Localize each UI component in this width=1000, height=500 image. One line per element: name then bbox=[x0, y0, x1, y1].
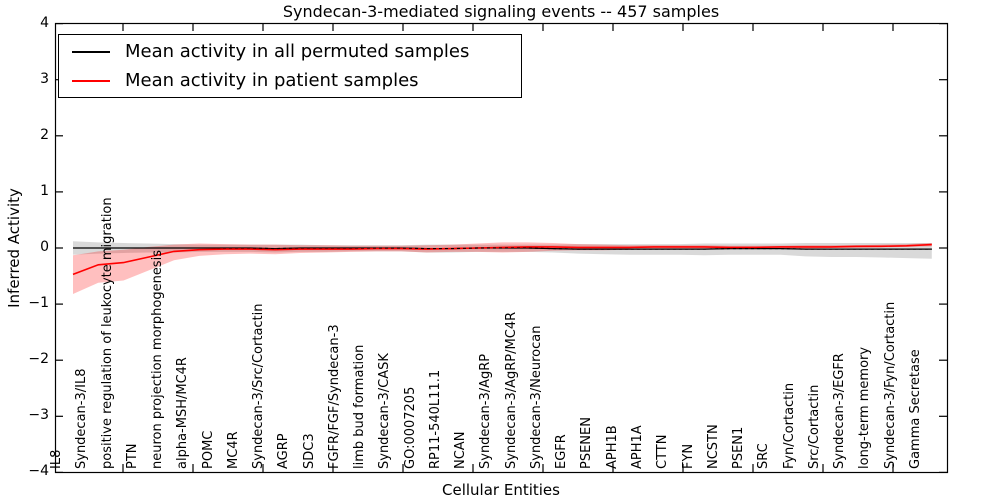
category-label: positive regulation of leukocyte migrati… bbox=[99, 197, 115, 469]
category-label: IL8 bbox=[49, 449, 64, 469]
category-label: APH1A bbox=[629, 425, 645, 469]
category-label: EGFR bbox=[554, 434, 570, 469]
category-label: POMC bbox=[200, 430, 216, 469]
patient-line-swatch bbox=[72, 79, 110, 82]
category-label: limb bud formation bbox=[352, 344, 368, 469]
category-label: Syndecan-3/AgRP bbox=[478, 353, 494, 469]
category-label: AGRP bbox=[276, 433, 292, 469]
y-tick-label: −2 bbox=[28, 351, 49, 368]
category-label: Fyn/Cortactin bbox=[781, 382, 797, 469]
category-label: Syndecan-3/Neurocan bbox=[528, 325, 544, 469]
y-tick-label: 0 bbox=[40, 239, 49, 255]
category-label: CTTN bbox=[655, 434, 671, 469]
legend-label-patient: Mean activity in patient samples bbox=[125, 70, 419, 91]
category-label: Syndecan-3/Src/Cortactin bbox=[251, 303, 267, 469]
legend-label-permuted: Mean activity in all permuted samples bbox=[125, 41, 470, 62]
legend: Mean activity in all permuted samples Me… bbox=[58, 34, 522, 98]
legend-item-permuted: Mean activity in all permuted samples bbox=[59, 41, 521, 63]
y-tick-label: −3 bbox=[28, 407, 49, 424]
category-label: PSEN1 bbox=[731, 426, 747, 469]
category-label: SRC bbox=[756, 443, 772, 469]
y-tick-label: 4 bbox=[40, 14, 49, 31]
y-tick-label: −1 bbox=[28, 295, 49, 312]
y-tick-label: 2 bbox=[40, 126, 49, 143]
chart-title: Syndecan-3-mediated signaling events -- … bbox=[282, 2, 720, 21]
category-label: Syndecan-3/AgRP/MC4R bbox=[503, 311, 519, 469]
category-label: SDC3 bbox=[301, 433, 317, 469]
category-label: NCAN bbox=[453, 431, 469, 469]
category-label: long-term memory bbox=[857, 346, 873, 469]
category-label: Gamma Secretase bbox=[907, 349, 923, 469]
category-label: alpha-MSH/MC4R bbox=[175, 357, 191, 469]
category-label: Src/Cortactin bbox=[806, 384, 822, 469]
category-label: PTN bbox=[124, 443, 140, 469]
y-tick-label: 1 bbox=[40, 182, 49, 199]
category-label: NCSTN bbox=[705, 424, 721, 469]
y-tick-label: −4 bbox=[28, 463, 49, 480]
category-label: RP11-540L11.1 bbox=[427, 369, 443, 469]
category-label: FYN bbox=[680, 443, 696, 469]
category-label: APH1B bbox=[604, 425, 620, 469]
category-label: PSENEN bbox=[579, 417, 595, 469]
y-tick-label: 3 bbox=[40, 70, 49, 87]
legend-item-patient: Mean activity in patient samples bbox=[59, 70, 521, 92]
category-label: GO:0007205 bbox=[402, 386, 418, 469]
category-label: FGFR/FGF/Syndecan-3 bbox=[326, 324, 342, 469]
permuted-line-swatch bbox=[72, 50, 110, 53]
category-label: Syndecan-3/IL8 bbox=[74, 368, 90, 469]
category-label: Syndecan-3/Fyn/Cortactin bbox=[882, 301, 898, 469]
category-label: Syndecan-3/EGFR bbox=[832, 353, 848, 469]
category-label: MC4R bbox=[225, 431, 241, 469]
category-label: neuron projection morphogenesis bbox=[150, 250, 166, 469]
x-axis-label: Cellular Entities bbox=[442, 481, 560, 499]
category-label: Syndecan-3/CASK bbox=[377, 353, 393, 469]
